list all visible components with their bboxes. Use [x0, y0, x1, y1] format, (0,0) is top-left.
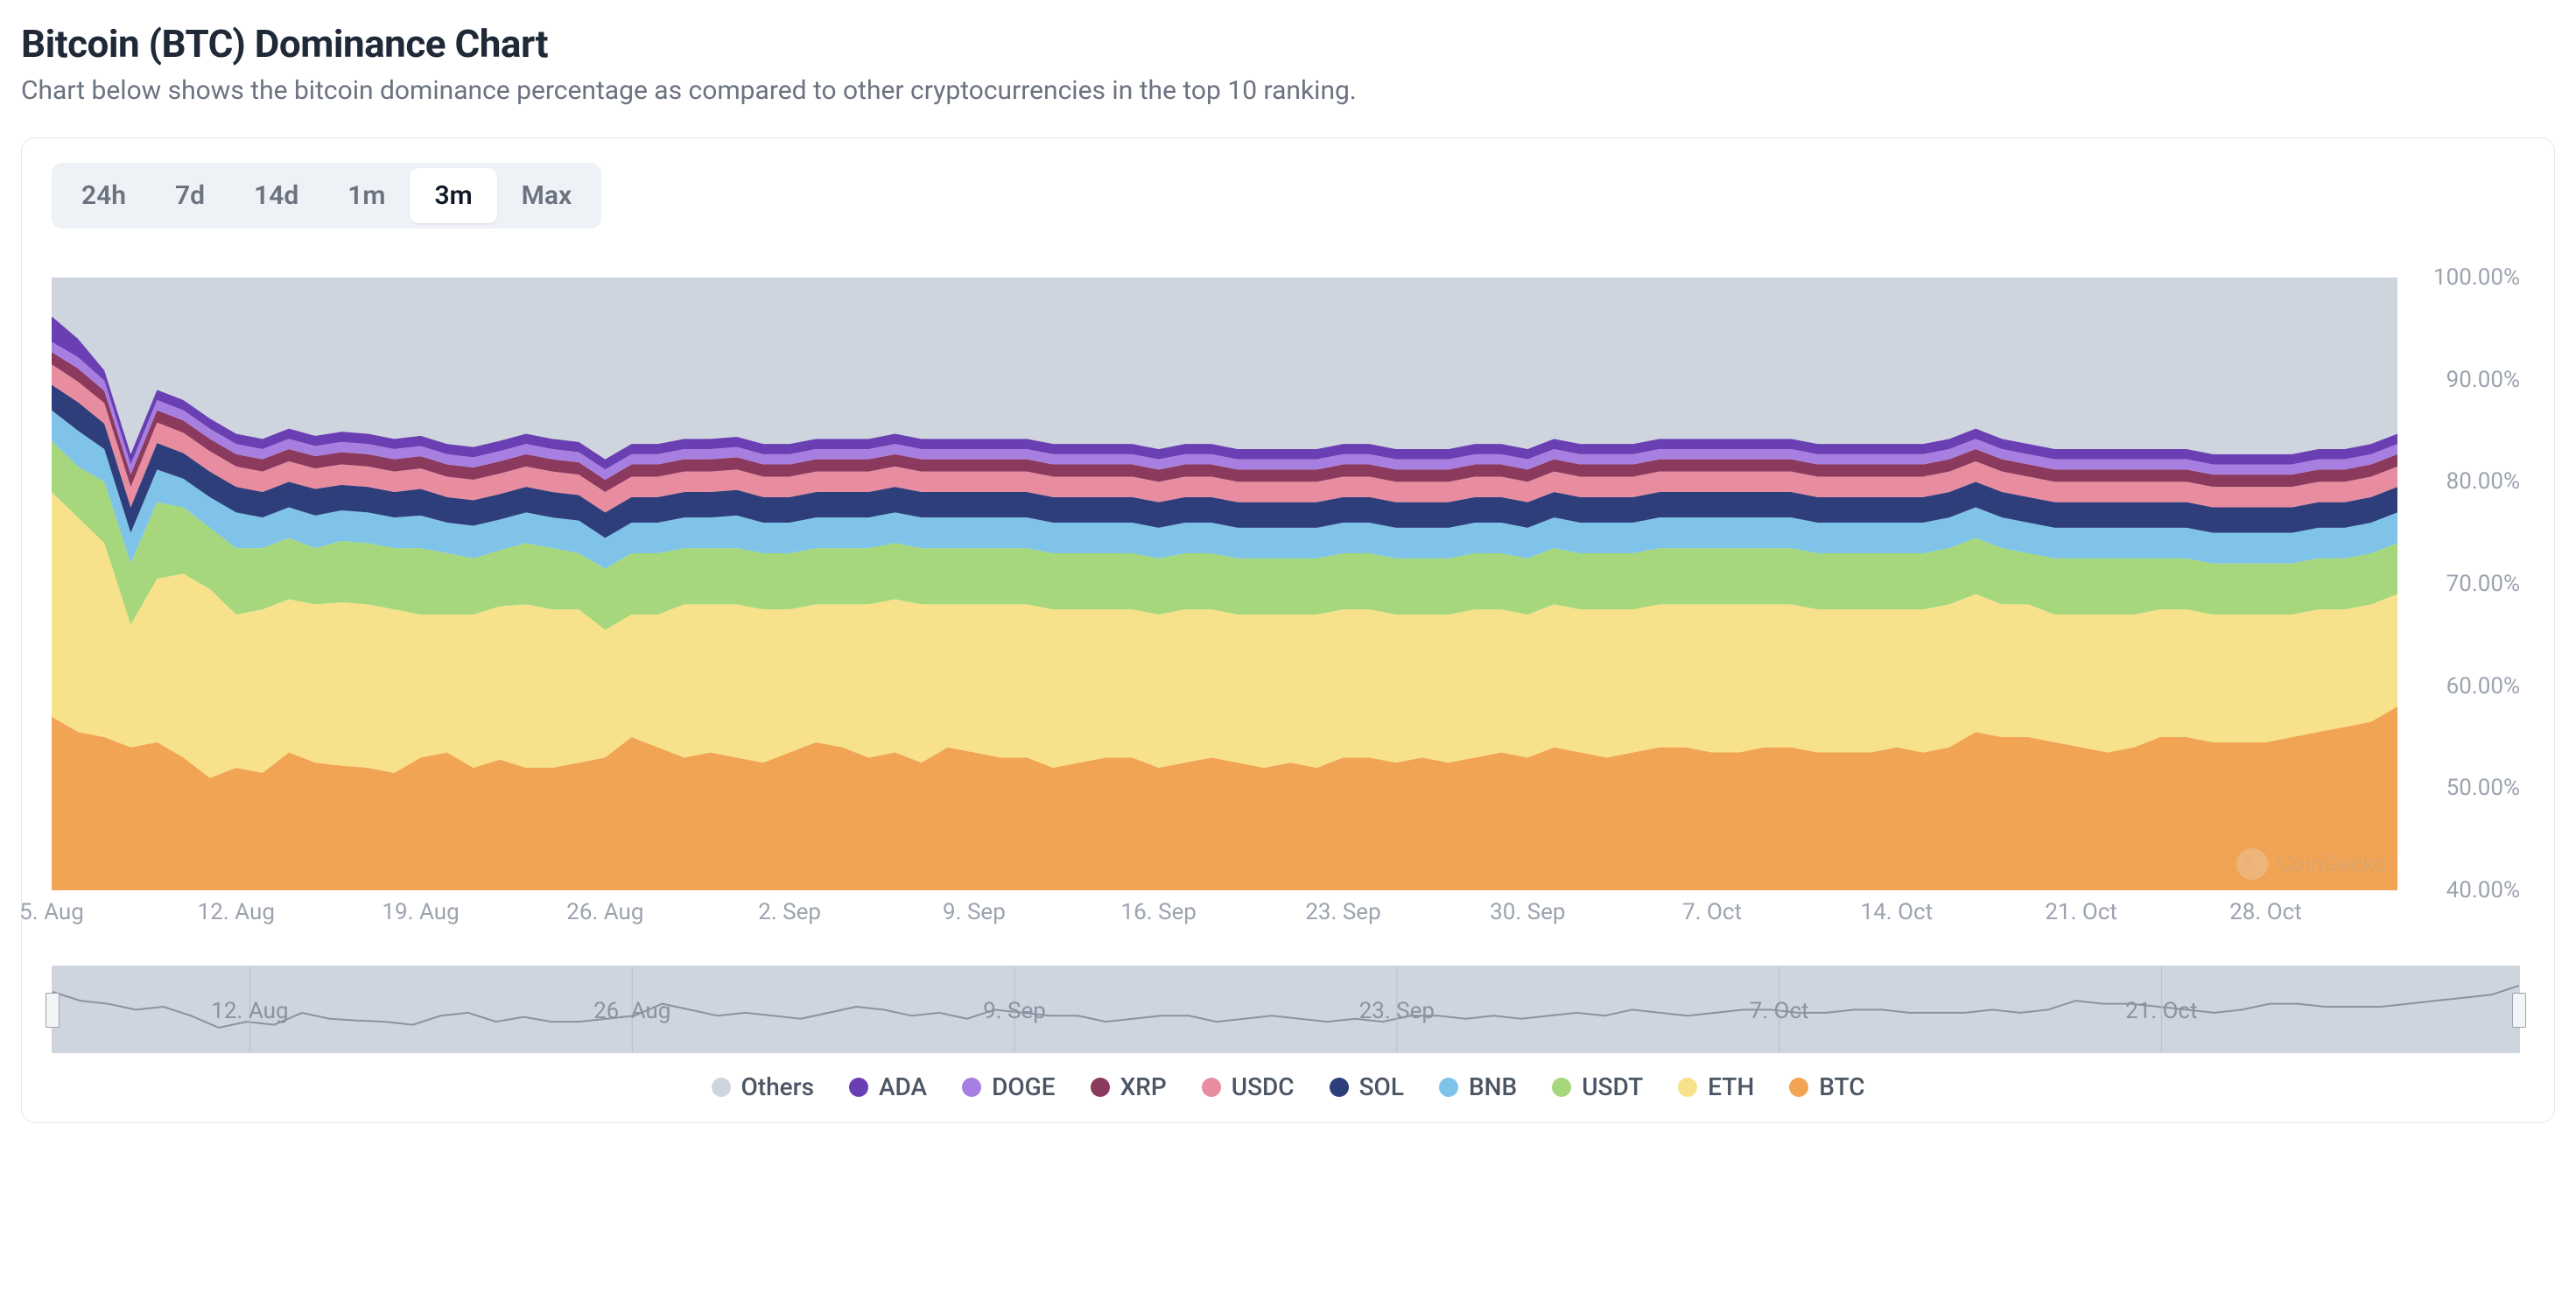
legend-swatch — [1330, 1078, 1349, 1097]
legend-label: DOGE — [992, 1072, 1055, 1101]
dominance-area-chart[interactable] — [52, 278, 2397, 890]
x-tick: 21. Oct — [2045, 899, 2117, 925]
legend-item-sol[interactable]: SOL — [1330, 1072, 1404, 1101]
legend-label: USDC — [1232, 1072, 1295, 1101]
navigator-tick: 9. Sep — [983, 998, 1046, 1024]
legend-label: BTC — [1819, 1072, 1864, 1101]
x-tick: 14. Oct — [1861, 899, 1934, 925]
range-pill-3m[interactable]: 3m — [410, 168, 496, 223]
y-tick: 40.00% — [2446, 877, 2520, 903]
x-tick: 26. Aug — [566, 899, 643, 925]
navigator-tick: 21. Oct — [2125, 998, 2198, 1024]
legend-label: Others — [741, 1072, 814, 1101]
legend-item-xrp[interactable]: XRP — [1091, 1072, 1167, 1101]
legend-swatch — [849, 1078, 868, 1097]
legend-swatch — [1789, 1078, 1808, 1097]
x-tick: 16. Sep — [1121, 899, 1197, 925]
legend-item-bnb[interactable]: BNB — [1439, 1072, 1517, 1101]
legend-swatch — [712, 1078, 731, 1097]
x-tick: 30. Sep — [1490, 899, 1565, 925]
navigator-tick: 23. Sep — [1359, 998, 1435, 1024]
legend-label: USDT — [1582, 1072, 1643, 1101]
y-tick: 100.00% — [2433, 264, 2520, 291]
legend-item-eth[interactable]: ETH — [1678, 1072, 1754, 1101]
chart-zone: CoinGecko 40.00%50.00%60.00%70.00%80.00%… — [52, 278, 2524, 1101]
x-tick: 23. Sep — [1305, 899, 1380, 925]
range-selector: 24h7d14d1m3mMax — [52, 163, 601, 228]
range-pill-14d[interactable]: 14d — [229, 168, 323, 223]
legend-swatch — [1439, 1078, 1458, 1097]
x-tick: 12. Aug — [198, 899, 275, 925]
legend-label: BNB — [1469, 1072, 1517, 1101]
legend-label: SOL — [1359, 1072, 1404, 1101]
legend-item-usdt[interactable]: USDT — [1552, 1072, 1643, 1101]
x-tick: 5. Aug — [19, 899, 84, 925]
legend-label: ADA — [879, 1072, 927, 1101]
legend-swatch — [1552, 1078, 1571, 1097]
legend-swatch — [962, 1078, 981, 1097]
navigator-handle-right[interactable] — [2512, 993, 2526, 1028]
legend-item-doge[interactable]: DOGE — [962, 1072, 1055, 1101]
range-pill-24h[interactable]: 24h — [57, 168, 151, 223]
legend-item-others[interactable]: Others — [712, 1072, 814, 1101]
legend-swatch — [1091, 1078, 1110, 1097]
legend-item-usdc[interactable]: USDC — [1202, 1072, 1295, 1101]
legend-swatch — [1678, 1078, 1697, 1097]
y-tick: 90.00% — [2446, 367, 2520, 393]
legend-swatch — [1202, 1078, 1221, 1097]
y-tick: 60.00% — [2446, 673, 2520, 699]
legend-label: ETH — [1708, 1072, 1754, 1101]
chart-navigator[interactable]: 12. Aug 26. Aug 9. Sep 23. Sep 7. Oct 21. Oct — [52, 966, 2520, 1053]
legend-item-ada[interactable]: ADA — [849, 1072, 927, 1101]
y-tick: 50.00% — [2446, 775, 2520, 801]
x-tick: 7. Oct — [1682, 899, 1742, 925]
legend-label: XRP — [1120, 1072, 1167, 1101]
navigator-tick: 12. Aug — [211, 998, 288, 1024]
navigator-tick: 26. Aug — [593, 998, 670, 1024]
x-tick: 2. Sep — [758, 899, 821, 925]
legend-item-btc[interactable]: BTC — [1789, 1072, 1864, 1101]
chart-legend: Others ADA DOGE XRP USDC SOL BNB USDT ETH BTC — [52, 1072, 2524, 1101]
navigator-tick: 7. Oct — [1750, 998, 1809, 1024]
x-tick: 19. Aug — [382, 899, 459, 925]
range-pill-1m[interactable]: 1m — [323, 168, 410, 223]
x-axis: 5. Aug12. Aug19. Aug26. Aug2. Sep9. Sep1… — [52, 890, 2397, 941]
x-tick: 9. Sep — [943, 899, 1006, 925]
range-pill-max[interactable]: Max — [497, 168, 597, 223]
range-pill-7d[interactable]: 7d — [151, 168, 229, 223]
y-axis: 40.00%50.00%60.00%70.00%80.00%90.00%100.… — [2397, 278, 2520, 890]
x-tick: 28. Oct — [2229, 899, 2302, 925]
y-tick: 70.00% — [2446, 571, 2520, 597]
y-tick: 80.00% — [2446, 468, 2520, 495]
page-title: Bitcoin (BTC) Dominance Chart — [21, 21, 2555, 67]
navigator-handle-left[interactable] — [46, 993, 60, 1028]
page-subtitle: Chart below shows the bitcoin dominance … — [21, 75, 2555, 106]
chart-card: 24h7d14d1m3mMax CoinGecko 40.00%50.00%60… — [21, 137, 2555, 1123]
